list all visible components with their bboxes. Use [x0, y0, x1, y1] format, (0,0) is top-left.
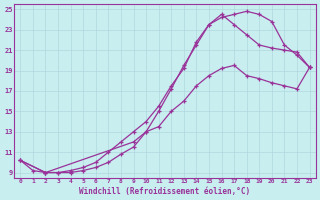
X-axis label: Windchill (Refroidissement éolien,°C): Windchill (Refroidissement éolien,°C): [79, 187, 251, 196]
